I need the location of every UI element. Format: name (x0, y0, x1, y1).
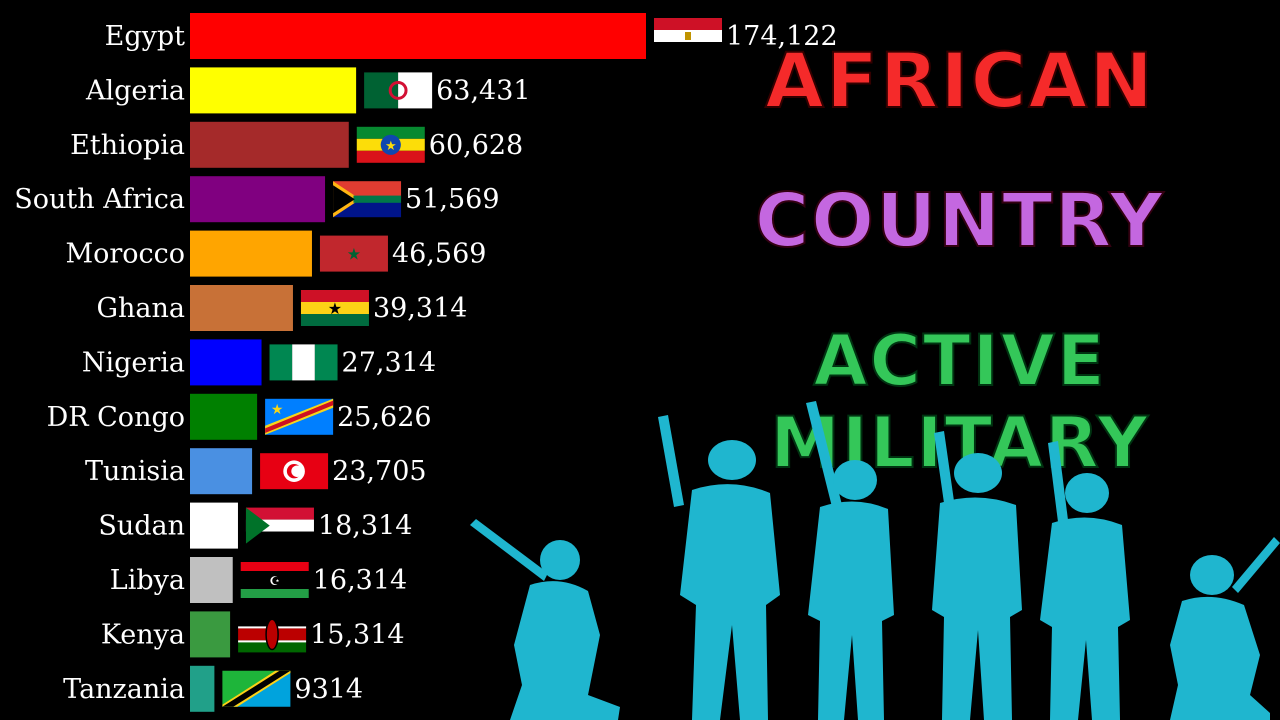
headline-african: AFRICAN (764, 35, 1155, 126)
bar-morocco (190, 230, 312, 277)
category-label-egypt: Egypt (105, 21, 186, 52)
value-label-morocco: 46,569 (392, 239, 486, 270)
category-label-ethiopia: Ethiopia (70, 130, 185, 161)
svg-text:★: ★ (347, 245, 361, 264)
algeria-flag-icon (364, 72, 433, 109)
value-label-tunisia: 23,705 (332, 456, 426, 487)
bar-libya (190, 557, 233, 603)
egypt-flag-icon (654, 18, 722, 54)
svg-text:☪: ☪ (269, 574, 280, 588)
svg-text:★: ★ (328, 299, 342, 318)
category-label-algeria: Algeria (85, 75, 185, 106)
south-africa-flag-icon (333, 181, 402, 218)
category-label-tanzania: Tanzania (63, 674, 185, 705)
category-label-kenya: Kenya (101, 619, 185, 650)
category-label-nigeria: Nigeria (82, 347, 185, 378)
value-label-nigeria: 27,314 (342, 347, 436, 378)
morocco-flag-icon: ★ (319, 235, 388, 272)
libya-flag-icon: ☪ (240, 562, 309, 598)
bar-dr-congo (190, 393, 258, 440)
value-label-sudan: 18,314 (318, 511, 412, 542)
nigeria-flag-icon (269, 344, 338, 381)
ethiopia-flag-icon: ★ (356, 126, 425, 163)
kenya-flag-icon (238, 616, 307, 653)
bar-ethiopia (190, 121, 349, 168)
bar-algeria (190, 67, 357, 114)
soldier-silhouettes-image (470, 401, 1280, 720)
bar-tunisia (190, 448, 253, 495)
value-label-kenya: 15,314 (310, 619, 404, 650)
tanzania-flag-icon (222, 670, 291, 707)
category-label-south-africa: South Africa (14, 184, 185, 215)
category-label-morocco: Morocco (65, 239, 185, 270)
bar-ghana (190, 285, 293, 331)
bar-south-africa (190, 176, 326, 223)
category-label-libya: Libya (110, 565, 185, 596)
tunisia-flag-icon (260, 453, 329, 490)
svg-text:★: ★ (385, 139, 397, 154)
category-label-dr-congo: DR Congo (47, 402, 185, 433)
bar-kenya (190, 611, 231, 658)
value-label-dr-congo: 25,626 (337, 402, 431, 433)
category-label-tunisia: Tunisia (85, 456, 185, 487)
category-label-ghana: Ghana (96, 293, 185, 324)
value-label-egypt: 174,122 (726, 21, 838, 52)
value-label-algeria: 63,431 (436, 75, 530, 106)
headline-country: COUNTRY (754, 177, 1166, 265)
value-label-libya: 16,314 (313, 565, 407, 596)
bar-nigeria (190, 339, 262, 386)
bar-egypt (190, 13, 646, 59)
sudan-flag-icon (245, 507, 314, 544)
value-label-ethiopia: 60,628 (429, 130, 523, 161)
bar-tanzania (190, 665, 215, 712)
value-label-tanzania: 9314 (294, 674, 363, 705)
dr-congo-flag-icon: ★ (265, 398, 334, 435)
svg-text:★: ★ (271, 402, 284, 418)
value-label-south-africa: 51,569 (405, 184, 499, 215)
category-label-sudan: Sudan (98, 511, 185, 542)
bar-sudan (190, 502, 238, 549)
ghana-flag-icon: ★ (300, 290, 369, 326)
value-label-ghana: 39,314 (373, 293, 467, 324)
